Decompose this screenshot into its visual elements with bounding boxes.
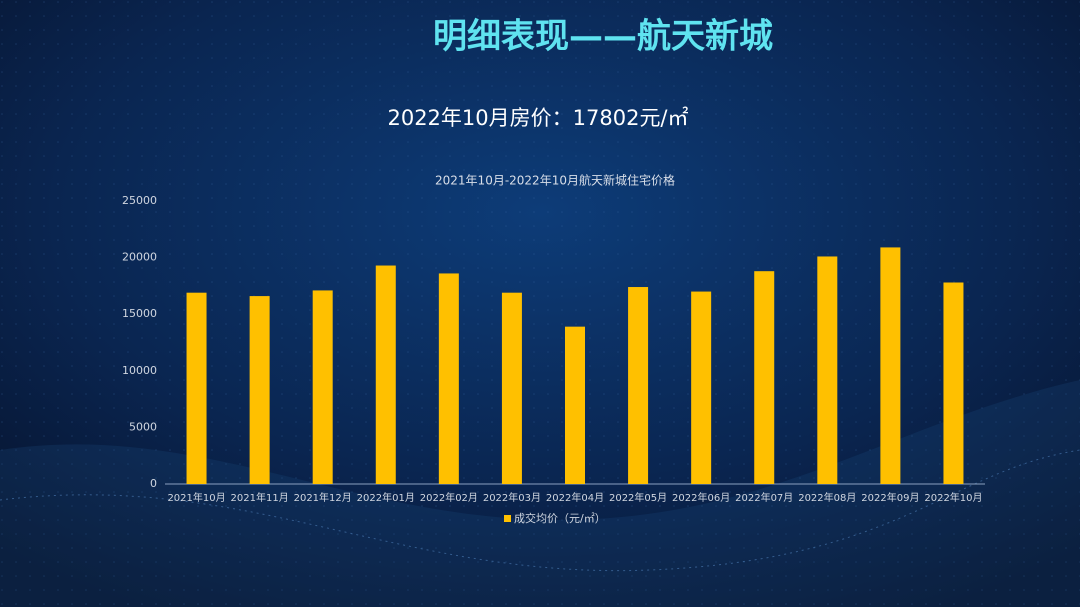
x-tick-label: 2022年08月 xyxy=(798,491,856,504)
wave-decoration xyxy=(0,380,1080,607)
headline: 2022年10月房价：17802元/㎡ xyxy=(387,106,688,130)
bar xyxy=(943,282,964,484)
y-tick-label: 10000 xyxy=(122,364,157,377)
y-tick-label: 20000 xyxy=(122,251,157,264)
x-tick-label: 2022年03月 xyxy=(483,491,541,504)
x-tick-label: 2021年10月 xyxy=(167,491,225,504)
x-tick-label: 2021年12月 xyxy=(294,491,352,504)
y-tick-label: 25000 xyxy=(122,194,157,207)
bar xyxy=(312,290,333,484)
page-title: 明细表现——航天新城 xyxy=(433,17,773,57)
x-tick-label: 2022年05月 xyxy=(609,491,667,504)
x-tick-label: 2021年11月 xyxy=(231,491,289,504)
y-tick-label: 15000 xyxy=(122,307,157,320)
x-tick-label: 2022年01月 xyxy=(357,491,415,504)
bar xyxy=(249,296,270,484)
legend-label: 成交均价（元/㎡） xyxy=(514,511,606,525)
x-tick-label: 2022年10月 xyxy=(924,491,982,504)
bar xyxy=(186,292,207,484)
bar xyxy=(501,292,522,484)
x-tick-label: 2022年02月 xyxy=(420,491,478,504)
chart-title: 2021年10月-2022年10月航天新城住宅价格 xyxy=(435,173,675,188)
legend-swatch xyxy=(504,515,511,522)
bar xyxy=(628,287,649,484)
x-tick-label: 2022年06月 xyxy=(672,491,730,504)
x-tick-label: 2022年07月 xyxy=(735,491,793,504)
bar xyxy=(880,247,901,484)
bar xyxy=(438,273,459,484)
bar xyxy=(375,265,396,484)
bar xyxy=(754,271,775,484)
y-tick-label: 5000 xyxy=(129,420,157,433)
bar xyxy=(817,256,838,484)
x-tick-label: 2022年09月 xyxy=(861,491,919,504)
bar xyxy=(565,326,585,484)
y-tick-label: 0 xyxy=(150,477,157,490)
x-tick-label: 2022年04月 xyxy=(546,491,604,504)
bar xyxy=(691,291,712,484)
